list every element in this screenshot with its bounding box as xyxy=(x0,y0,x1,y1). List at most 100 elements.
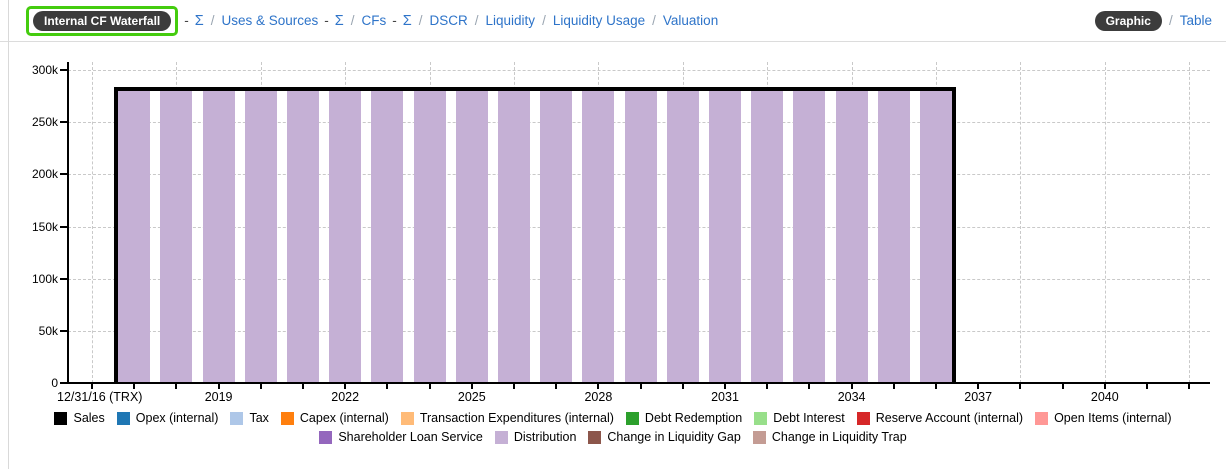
bar-distribution-2036 xyxy=(920,90,952,383)
gridline-v-2038 xyxy=(1020,62,1022,383)
breadcrumb-active-pill-internal-cf-waterfall[interactable]: Internal CF Waterfall xyxy=(33,10,172,31)
x-tick-2022 xyxy=(344,384,347,389)
y-axis-label-200k: 200k xyxy=(31,167,58,182)
x-axis-label-2031: 2031 xyxy=(711,390,739,404)
y-tick-250k xyxy=(60,121,67,124)
breadcrumb-separator: - xyxy=(392,13,397,28)
top-navigation-bar: Internal CF Waterfall - Σ / Uses & Sources - Σ… xyxy=(0,0,1226,42)
breadcrumb-link-cfs[interactable]: CFs xyxy=(361,13,387,28)
breadcrumb-separator: - xyxy=(184,13,189,28)
x-axis-line xyxy=(67,382,1210,384)
x-axis-label-2028: 2028 xyxy=(584,390,613,404)
breadcrumb: Internal CF Waterfall - Σ / Uses & Sources - Σ… xyxy=(0,5,719,36)
x-tick-2040 xyxy=(1103,384,1106,389)
panel-left-border xyxy=(8,0,9,469)
breadcrumb-separator: / xyxy=(210,13,215,28)
bar-distribution-2035 xyxy=(877,90,910,383)
bar-distribution-2027 xyxy=(540,90,573,383)
legend-label-sales: Sales xyxy=(73,411,105,425)
breadcrumb-link-sigma[interactable]: Σ xyxy=(402,12,412,29)
legend-swatch-change-in-liquidity-gap xyxy=(588,430,602,444)
bar-distribution-2031 xyxy=(709,90,741,383)
legend-swatch-change-in-liquidity-trap xyxy=(752,430,766,444)
x-tick-2019 xyxy=(217,384,220,389)
bar-distribution-2023 xyxy=(371,90,404,383)
x-axis-label-2025: 2025 xyxy=(457,390,486,404)
legend-swatch-sales xyxy=(54,411,68,425)
x-axis-label-2037: 2037 xyxy=(964,390,993,404)
x-tick-2021 xyxy=(302,384,304,389)
legend-item-distribution: Distribution xyxy=(494,430,577,444)
x-tick-2018 xyxy=(175,384,178,389)
bar-distribution-2019 xyxy=(202,90,235,383)
bar-distribution-2032 xyxy=(751,90,784,383)
breadcrumb-link-liquidity[interactable]: Liquidity xyxy=(485,13,536,28)
x-axis-label-2022: 2022 xyxy=(331,390,360,404)
x-tick-2036 xyxy=(935,384,937,389)
legend-label-shareholder-loan-service: Shareholder Loan Service xyxy=(338,430,483,444)
bar-distribution-2033 xyxy=(793,90,826,383)
gridline-v-2016 xyxy=(92,62,93,383)
x-tick-2039 xyxy=(1061,384,1064,389)
legend-label-open-items-internal: Open Items (internal) xyxy=(1054,411,1172,425)
x-tick-2032 xyxy=(766,384,769,389)
x-tick-2027 xyxy=(555,384,558,389)
x-axis-label-2016: 12/31/16 (TRX) xyxy=(57,390,143,404)
bar-distribution-2021 xyxy=(287,90,319,383)
bar-distribution-2024 xyxy=(413,90,446,383)
legend-item-reserve-account-internal: Reserve Account (internal) xyxy=(856,411,1023,425)
breadcrumb-link-sigma[interactable]: Σ xyxy=(334,12,344,29)
y-axis-label-0: 0 xyxy=(51,376,58,390)
legend-label-opex-internal: Opex (internal) xyxy=(135,411,219,425)
y-axis-line xyxy=(67,62,69,383)
bar-distribution-2022 xyxy=(329,90,362,383)
x-tick-2029 xyxy=(639,384,642,389)
breadcrumb-separator: / xyxy=(652,13,656,28)
breadcrumb-link-valuation[interactable]: Valuation xyxy=(662,13,719,28)
legend-label-transaction-expenditures-internal: Transaction Expenditures (internal) xyxy=(419,411,614,425)
legend-swatch-distribution xyxy=(494,430,508,444)
bar-distribution-2017 xyxy=(118,90,151,383)
legend-label-distribution: Distribution xyxy=(513,430,577,444)
graphic-view-pill[interactable]: Graphic xyxy=(1094,10,1162,31)
legend-item-debt-redemption: Debt Redemption xyxy=(625,411,742,425)
legend-item-debt-interest: Debt Interest xyxy=(754,411,845,425)
legend-swatch-debt-interest xyxy=(754,411,768,425)
chart-legend-row-1: Sales Opex (internal) Tax Capex (internal) T… xyxy=(0,411,1226,430)
x-tick-2034 xyxy=(850,384,853,389)
legend-swatch-opex-internal xyxy=(116,411,130,425)
bar-distribution-2025 xyxy=(455,90,488,383)
breadcrumb-link-sigma[interactable]: Σ xyxy=(194,12,204,29)
legend-swatch-capex-internal xyxy=(280,411,294,425)
breadcrumb-separator: / xyxy=(418,13,423,28)
breadcrumb-link-dscr[interactable]: DSCR xyxy=(429,13,468,28)
x-tick-2033 xyxy=(808,384,811,389)
y-axis-label-150k: 150k xyxy=(31,219,58,234)
legend-label-capex-internal: Capex (internal) xyxy=(299,411,389,425)
y-tick-150k xyxy=(60,225,67,228)
annotation-highlight-box: Internal CF Waterfall xyxy=(26,5,179,36)
table-view-link[interactable]: Table xyxy=(1179,13,1212,28)
legend-swatch-shareholder-loan-service xyxy=(319,430,333,444)
gridline-h-300k xyxy=(68,70,1210,71)
breadcrumb-link-liquidity-usage[interactable]: Liquidity Usage xyxy=(552,13,646,28)
y-tick-200k xyxy=(60,173,67,176)
bar-distribution-2018 xyxy=(160,90,193,383)
legend-item-open-items-internal: Open Items (internal) xyxy=(1035,411,1172,425)
x-tick-2041 xyxy=(1146,384,1148,389)
x-tick-2030 xyxy=(681,384,684,389)
x-tick-2035 xyxy=(892,384,895,389)
y-axis-label-50k: 50k xyxy=(38,323,58,338)
legend-swatch-debt-redemption xyxy=(625,411,639,425)
y-tick-100k xyxy=(60,277,67,280)
legend-swatch-open-items-internal xyxy=(1035,411,1049,425)
x-tick-2023 xyxy=(386,384,389,389)
x-tick-2025 xyxy=(470,384,473,389)
breadcrumb-link-uses-sources[interactable]: Uses & Sources xyxy=(221,13,319,28)
x-tick-2016 xyxy=(91,384,93,389)
x-tick-2024 xyxy=(428,384,431,389)
x-axis-label-2034: 2034 xyxy=(837,390,866,404)
breadcrumb-separator: / xyxy=(350,13,355,28)
